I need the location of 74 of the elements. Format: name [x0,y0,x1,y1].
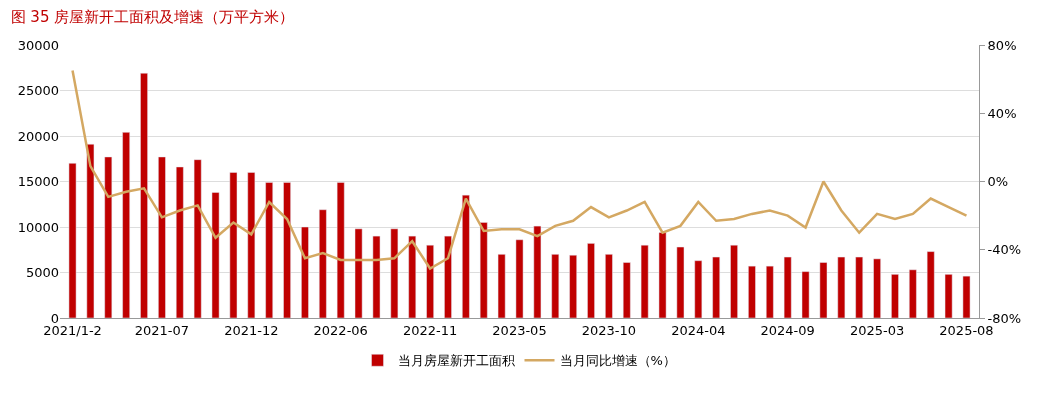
bar [926,251,935,318]
bar [515,239,524,318]
legend-label: 当月同比增速（%） [559,353,676,369]
line-series [71,69,968,270]
y2-tick-label: 0% [987,174,1009,190]
bar [319,209,327,318]
y-tick-label: 5000 [25,265,59,281]
bar [909,269,917,318]
bar [640,244,649,318]
x-tick-label: 2022-11 [402,322,458,338]
bar [533,225,542,318]
bar [748,265,756,318]
bar [873,258,881,318]
bar [587,243,595,318]
bar [68,163,77,318]
bar [658,232,667,318]
bar [783,256,792,318]
y-tick-label: 10000 [17,219,59,235]
y-tick-label: 25000 [17,83,59,99]
bar [676,246,685,318]
bar [426,244,434,318]
legend-label: 当月房屋新开工面积 [397,353,515,369]
bar [283,182,291,318]
x-tick-label: 2025-03 [849,322,905,338]
bar [354,228,363,318]
bar [962,275,971,318]
bar [605,254,613,318]
bar [229,172,238,318]
y2-tick-label: -40% [987,242,1022,258]
bar [855,256,864,318]
bar [551,254,560,318]
bar [175,166,184,318]
x-tick-label: 2022-06 [313,322,368,338]
bar [408,235,417,318]
bar [247,172,256,318]
bar [801,271,810,318]
bar [694,260,703,318]
x-tick-label: 2023-10 [581,322,637,338]
bar [122,132,130,318]
bar [462,194,470,318]
x-tick-label: 2021-07 [134,322,190,338]
bar [211,192,220,318]
bar [479,222,488,318]
bar [819,262,828,318]
x-tick-label: 2024-04 [671,322,726,338]
bar [712,256,720,318]
bar [265,182,274,318]
chart-title: 图 35 房屋新开工面积及增速（万平方米） [10,8,295,27]
bar [944,274,953,318]
bar [372,235,381,318]
bar [569,254,577,318]
bar [104,156,113,318]
y2-tick-label: 80% [987,37,1017,53]
bar [193,159,202,318]
bar [765,265,774,318]
bar [158,156,166,318]
bar [390,228,399,318]
x-tick-label: 2023-05 [492,322,547,338]
bar [86,143,95,318]
bar [497,254,506,318]
bar [444,235,452,318]
bar [837,256,846,318]
bar [730,244,738,318]
y-tick-label: 20000 [17,128,59,144]
bar [891,274,899,318]
y-tick-label: 15000 [17,174,59,190]
y-tick-label: 30000 [17,37,59,53]
x-tick-label: 2021-12 [224,322,279,338]
bar [140,72,148,318]
bar [622,262,631,318]
y2-tick-label: 40% [987,105,1017,121]
bar [336,182,345,318]
x-tick-label: 2024-09 [760,322,815,338]
bar [301,226,309,318]
